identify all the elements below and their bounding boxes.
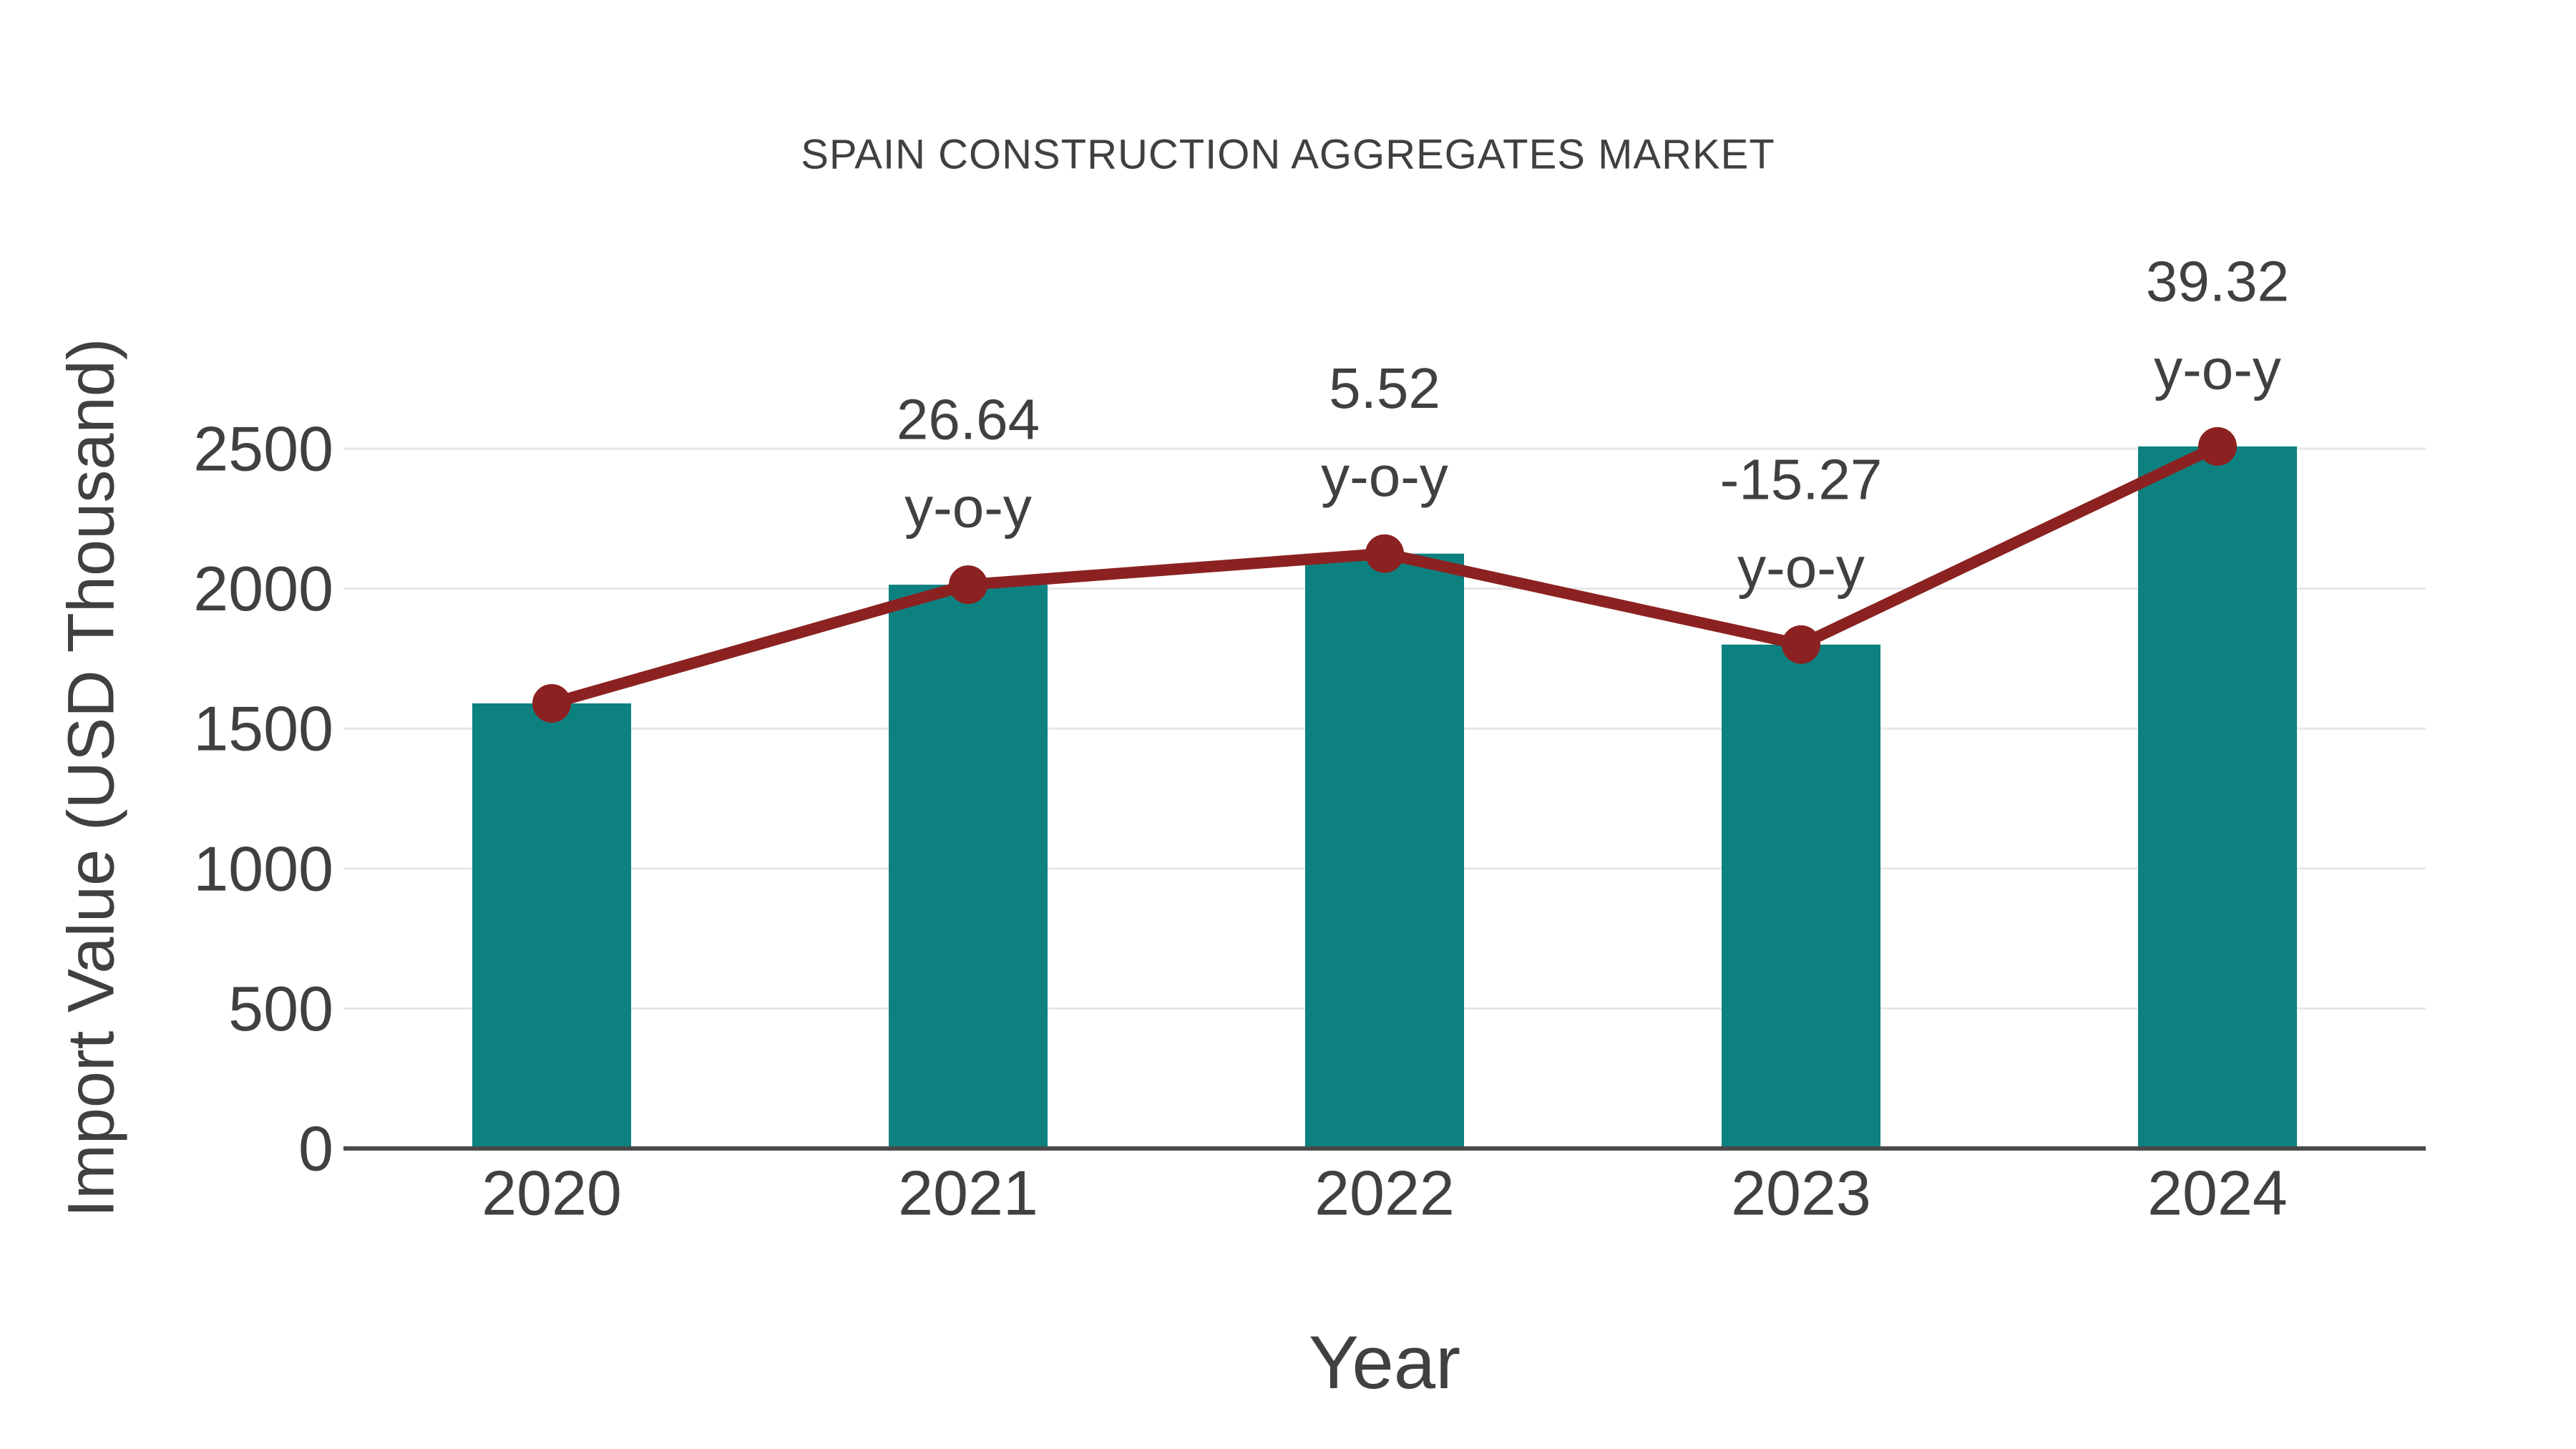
- marker-2022: [1365, 534, 1404, 573]
- y-tick-label-2500: 2500: [193, 414, 333, 484]
- yoy-suffix-label-2022: y-o-y: [1321, 444, 1448, 508]
- chart-title: SPAIN CONSTRUCTION AGGREGATES MARKET: [801, 131, 1775, 178]
- x-tick-label-2021: 2021: [898, 1158, 1038, 1229]
- bar-2024: [2138, 446, 2297, 1147]
- y-tick-label-2000: 2000: [193, 553, 333, 624]
- bar-2022: [1305, 553, 1464, 1147]
- bar-2023: [1722, 644, 1880, 1147]
- marker-2020: [532, 683, 571, 723]
- yoy-value-label-2023: -15.27: [1720, 447, 1883, 511]
- yoy-value-label-2021: 26.64: [897, 388, 1040, 452]
- yoy-value-label-2024: 39.32: [2146, 249, 2289, 313]
- y-tick-label-1500: 1500: [193, 693, 333, 764]
- yoy-suffix-label-2023: y-o-y: [1737, 535, 1865, 599]
- y-tick-label-0: 0: [298, 1113, 333, 1184]
- x-axis-title: Year: [1308, 1321, 1461, 1405]
- y-tick-label-500: 500: [228, 973, 333, 1044]
- y-tick-label-1000: 1000: [193, 833, 333, 904]
- yoy-value-label-2022: 5.52: [1329, 356, 1440, 420]
- yoy-suffix-label-2024: y-o-y: [2154, 337, 2281, 401]
- x-tick-label-2024: 2024: [2147, 1158, 2288, 1229]
- marker-2021: [949, 565, 987, 605]
- bar-2021: [889, 585, 1048, 1147]
- marker-2023: [1782, 625, 1820, 664]
- x-tick-label-2020: 2020: [482, 1158, 622, 1229]
- bar-2020: [472, 703, 631, 1147]
- marker-2024: [2198, 426, 2237, 466]
- x-tick-label-2023: 2023: [1731, 1158, 1871, 1229]
- x-tick-label-2022: 2022: [1314, 1158, 1455, 1229]
- yoy-suffix-label-2021: y-o-y: [904, 476, 1032, 540]
